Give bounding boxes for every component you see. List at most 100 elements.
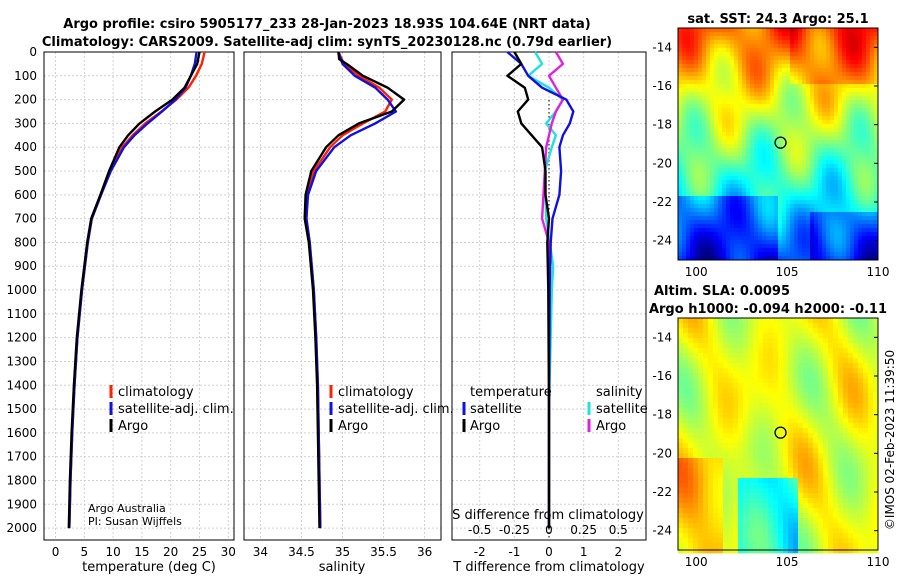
map-cell	[770, 204, 775, 209]
map-cell	[758, 543, 764, 549]
map-cell	[794, 140, 799, 145]
map-cell	[858, 478, 864, 484]
map-cell	[708, 503, 714, 509]
map-cell	[814, 188, 819, 193]
map-cell	[738, 28, 743, 33]
map-cell	[793, 503, 799, 509]
map-cell	[693, 438, 699, 444]
map-cell	[718, 513, 724, 519]
map-cell	[766, 132, 771, 137]
map-cell	[858, 96, 863, 101]
map-cell	[678, 236, 683, 241]
map-cell	[753, 538, 759, 544]
map-cell	[750, 168, 755, 173]
map-cell	[710, 128, 715, 133]
map-cell	[688, 333, 694, 339]
map-cell	[778, 448, 784, 454]
map-cell	[718, 196, 723, 201]
map-cell	[746, 164, 751, 169]
map-cell	[698, 373, 704, 379]
map-cell	[834, 52, 839, 57]
map-cell	[774, 180, 779, 185]
map-cell	[738, 164, 743, 169]
map-cell	[734, 84, 739, 89]
map-cell	[750, 156, 755, 161]
map-cell	[708, 413, 714, 419]
map-cell	[790, 96, 795, 101]
map-cell	[874, 64, 879, 69]
map-cell	[866, 28, 871, 33]
map-cell	[833, 513, 839, 519]
map-cell	[808, 328, 814, 334]
map-cell	[693, 538, 699, 544]
map-cell	[768, 533, 774, 539]
map-cell	[786, 56, 791, 61]
map-cell	[678, 184, 683, 189]
map-cell	[738, 176, 743, 181]
map-cell	[742, 156, 747, 161]
salinity-xlabel: salinity	[319, 560, 366, 575]
map-cell	[748, 323, 754, 329]
map-cell	[822, 100, 827, 105]
map-cell	[862, 124, 867, 129]
map-cell	[690, 84, 695, 89]
map-cell	[686, 152, 691, 157]
map-cell	[834, 208, 839, 213]
map-cell	[763, 543, 769, 549]
map-cell	[730, 36, 735, 41]
lon-tick-label: 110	[867, 265, 890, 279]
map-cell	[678, 220, 683, 225]
map-cell	[874, 68, 879, 73]
map-cell	[793, 463, 799, 469]
map-cell	[694, 36, 699, 41]
map-cell	[723, 323, 729, 329]
map-cell	[770, 48, 775, 53]
map-cell	[794, 196, 799, 201]
map-cell	[848, 453, 854, 459]
map-cell	[733, 388, 739, 394]
map-cell	[810, 224, 815, 229]
map-cell	[782, 132, 787, 137]
map-cell	[846, 204, 851, 209]
map-cell	[826, 256, 831, 261]
map-cell	[848, 503, 854, 509]
map-cell	[802, 256, 807, 261]
map-cell	[778, 76, 783, 81]
map-cell	[853, 338, 859, 344]
map-cell	[770, 192, 775, 197]
map-cell	[703, 463, 709, 469]
map-cell	[726, 188, 731, 193]
map-cell	[688, 323, 694, 329]
map-cell	[683, 418, 689, 424]
depth-tick-label: 1700	[6, 450, 37, 464]
map-cell	[870, 172, 875, 177]
map-cell	[730, 68, 735, 73]
map-cell	[803, 468, 809, 474]
map-cell	[743, 433, 749, 439]
map-cell	[854, 112, 859, 117]
map-cell	[826, 112, 831, 117]
map-cell	[838, 256, 843, 261]
map-cell	[678, 104, 683, 109]
map-cell	[774, 48, 779, 53]
map-cell	[768, 328, 774, 334]
map-cell	[838, 112, 843, 117]
map-cell	[758, 348, 764, 354]
map-cell	[854, 80, 859, 85]
map-cell	[688, 448, 694, 454]
map-cell	[803, 438, 809, 444]
map-cell	[818, 413, 824, 419]
map-cell	[728, 368, 734, 374]
map-cell	[728, 478, 734, 484]
map-cell	[798, 200, 803, 205]
map-cell	[753, 398, 759, 404]
map-cell	[810, 36, 815, 41]
map-cell	[706, 196, 711, 201]
map-cell	[846, 168, 851, 173]
map-cell	[818, 513, 824, 519]
map-cell	[830, 80, 835, 85]
map-cell	[853, 533, 859, 539]
temperature-tick-label: 30	[221, 545, 236, 559]
map-cell	[813, 453, 819, 459]
map-cell	[873, 548, 879, 554]
